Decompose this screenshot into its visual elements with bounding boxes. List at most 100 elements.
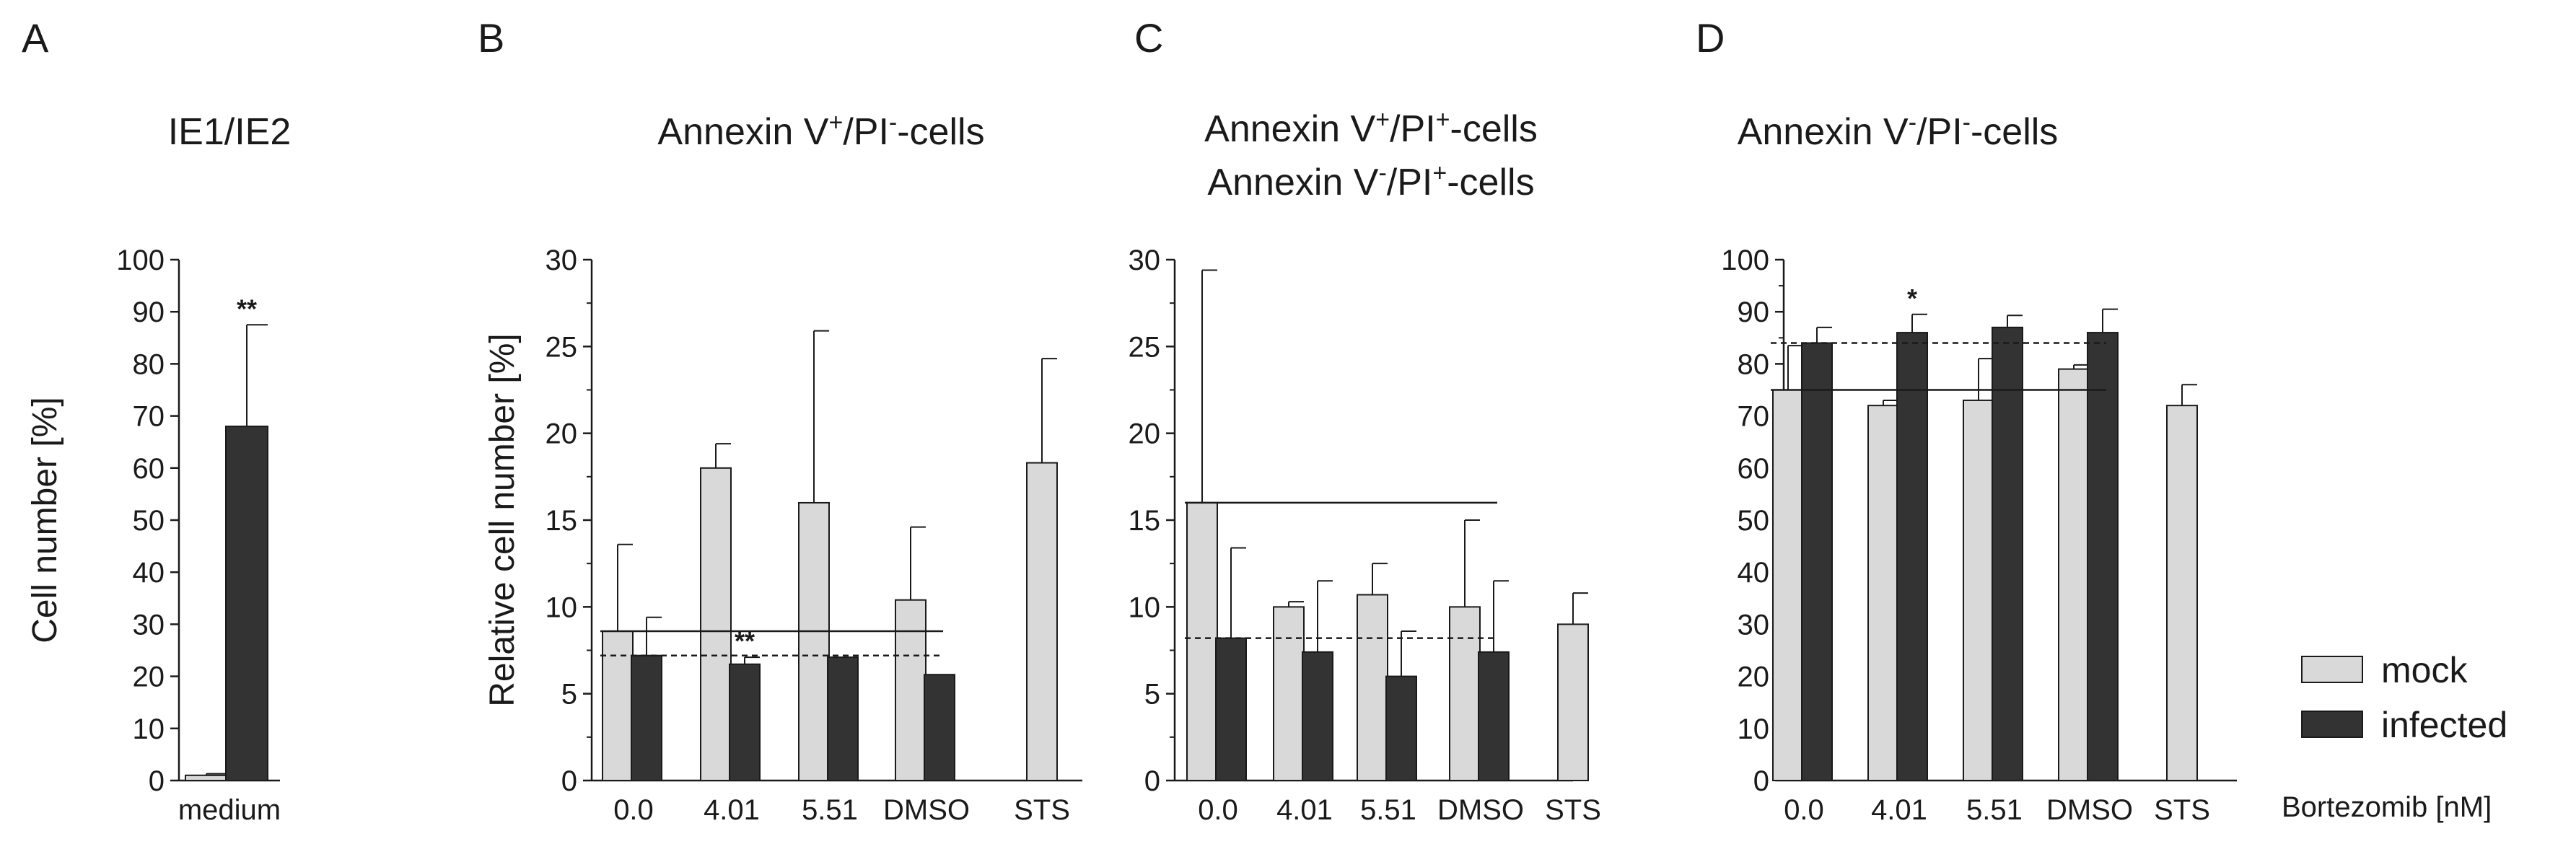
bar-infected bbox=[631, 654, 662, 781]
x-tick-label: DMSO bbox=[883, 794, 970, 826]
bar-mock bbox=[895, 599, 926, 781]
legend-swatch-infected bbox=[2301, 711, 2363, 738]
x-tick-label: STS bbox=[1014, 794, 1070, 826]
y-tick-label: 20 bbox=[546, 418, 578, 450]
y-tick-label: 40 bbox=[133, 557, 165, 589]
x-tick-label: DMSO bbox=[2046, 794, 2133, 826]
legend-swatch-mock bbox=[2301, 656, 2363, 683]
bar-mock bbox=[1357, 594, 1388, 782]
bar-infected bbox=[1478, 651, 1510, 782]
panel-letter: A bbox=[22, 15, 49, 61]
bar-infected bbox=[2087, 332, 2119, 781]
y-tick-label: 0 bbox=[1144, 765, 1160, 797]
bar-mock bbox=[1557, 623, 1589, 782]
bar-infected bbox=[1801, 342, 1833, 781]
x-axis-note: Bortezomib [nM] bbox=[2282, 791, 2492, 823]
y-tick-label: 80 bbox=[1738, 348, 1770, 380]
significance-marker: * bbox=[1907, 283, 1917, 313]
bar-mock bbox=[1026, 462, 1058, 782]
bar-mock bbox=[185, 774, 228, 782]
y-tick-label: 10 bbox=[133, 713, 165, 745]
bar-mock bbox=[1867, 405, 1899, 781]
y-tick-label: 40 bbox=[1738, 557, 1770, 589]
y-tick-label: 20 bbox=[1738, 661, 1770, 693]
y-tick-label: 50 bbox=[133, 505, 165, 537]
bar-infected bbox=[1302, 651, 1333, 782]
panel-c: C Annexin V+/PI+-cells Annexin V-/PI+-cell… bbox=[1129, 15, 1601, 826]
legend-label-infected: infected bbox=[2381, 705, 2507, 745]
bar-infected bbox=[924, 674, 955, 782]
y-tick-label: 10 bbox=[1129, 592, 1161, 623]
y-tick-label: 30 bbox=[1738, 609, 1770, 641]
y-tick-label: 5 bbox=[561, 679, 577, 711]
bar-mock bbox=[700, 467, 732, 781]
x-tick-label: DMSO bbox=[1437, 794, 1524, 826]
bar-mock bbox=[602, 630, 634, 781]
bar-mock bbox=[1273, 606, 1305, 781]
panel-a: A IE1/IE2 0 10 20 30 40 50 60 70 80 90 100 Cell numbe… bbox=[22, 15, 291, 826]
y-tick-label: 100 bbox=[116, 245, 165, 276]
y-axis-label: Relative cell number [%] bbox=[483, 333, 522, 707]
bar-infected bbox=[1896, 332, 1928, 781]
significance-marker: ** bbox=[237, 294, 257, 323]
x-tick-label: 5.51 bbox=[1966, 794, 2023, 826]
x-tick-label: 4.01 bbox=[1276, 794, 1333, 826]
y-tick-label: 15 bbox=[546, 505, 578, 537]
bar-mock bbox=[2058, 368, 2090, 781]
x-tick-label: 0.0 bbox=[613, 794, 654, 826]
x-tick-label: 5.51 bbox=[802, 794, 858, 826]
x-tick-label: 4.01 bbox=[704, 794, 760, 826]
panel-title: Annexin V+/PI+-cells bbox=[1204, 106, 1538, 150]
legend-label-mock: mock bbox=[2381, 650, 2468, 690]
y-tick-label: 30 bbox=[546, 245, 578, 276]
y-tick-label: 60 bbox=[133, 453, 165, 485]
y-tick-label: 20 bbox=[1129, 418, 1161, 450]
y-tick-label: 0 bbox=[1753, 765, 1769, 797]
legend: mock infected bbox=[2301, 650, 2507, 745]
x-tick-label: 5.51 bbox=[1360, 794, 1416, 826]
y-tick-label: 30 bbox=[133, 609, 165, 641]
y-tick-label: 50 bbox=[1738, 505, 1770, 537]
panel-letter: B bbox=[478, 15, 504, 61]
bar-mock bbox=[2166, 405, 2198, 781]
x-tick-label: medium bbox=[178, 794, 281, 826]
y-tick-label: 5 bbox=[1144, 679, 1160, 711]
x-tick-label: 0.0 bbox=[1198, 794, 1238, 826]
bar-mock bbox=[1449, 606, 1481, 781]
bar-mock bbox=[798, 501, 830, 782]
y-tick-label: 15 bbox=[1129, 505, 1161, 537]
y-tick-label: 70 bbox=[1738, 401, 1770, 433]
bar-infected bbox=[225, 426, 268, 781]
y-tick-label: 60 bbox=[1738, 453, 1770, 485]
bar-infected bbox=[1992, 326, 2023, 781]
panel-letter: D bbox=[1696, 15, 1725, 61]
panel-title: Annexin V-/PI--cells bbox=[1738, 109, 2059, 153]
panel-title: IE1/IE2 bbox=[168, 111, 292, 153]
y-tick-label: 30 bbox=[1129, 245, 1161, 276]
y-tick-label: 90 bbox=[133, 296, 165, 328]
y-axis-label: Cell number [%] bbox=[26, 397, 64, 643]
bar-infected bbox=[1215, 637, 1247, 781]
bar-mock bbox=[1186, 501, 1218, 782]
y-tick-label: 100 bbox=[1721, 245, 1769, 276]
bar-infected bbox=[729, 663, 761, 782]
y-tick-label: 80 bbox=[133, 348, 165, 380]
panel-title: Annexin V-/PI+-cells bbox=[1207, 159, 1534, 203]
panel-letter: C bbox=[1134, 15, 1163, 61]
bar-mock bbox=[1963, 399, 1994, 781]
y-tick-label: 0 bbox=[561, 765, 577, 797]
y-tick-label: 10 bbox=[546, 592, 578, 623]
panel-title: Annexin V+/PI--cells bbox=[657, 109, 984, 153]
bar-mock bbox=[1772, 389, 1804, 781]
bar-infected bbox=[1385, 675, 1417, 781]
y-tick-label: 0 bbox=[149, 765, 165, 797]
y-tick-label: 70 bbox=[133, 401, 165, 433]
x-tick-label: STS bbox=[1545, 794, 1601, 826]
y-tick-label: 10 bbox=[1738, 713, 1770, 745]
bar-infected bbox=[827, 656, 859, 781]
x-tick-label: 4.01 bbox=[1871, 794, 1927, 826]
y-tick-label: 25 bbox=[1129, 331, 1161, 363]
panel-b: B Annexin V+/PI--cells 0 5 10 15 20 25 30 Relativ… bbox=[478, 15, 1082, 826]
